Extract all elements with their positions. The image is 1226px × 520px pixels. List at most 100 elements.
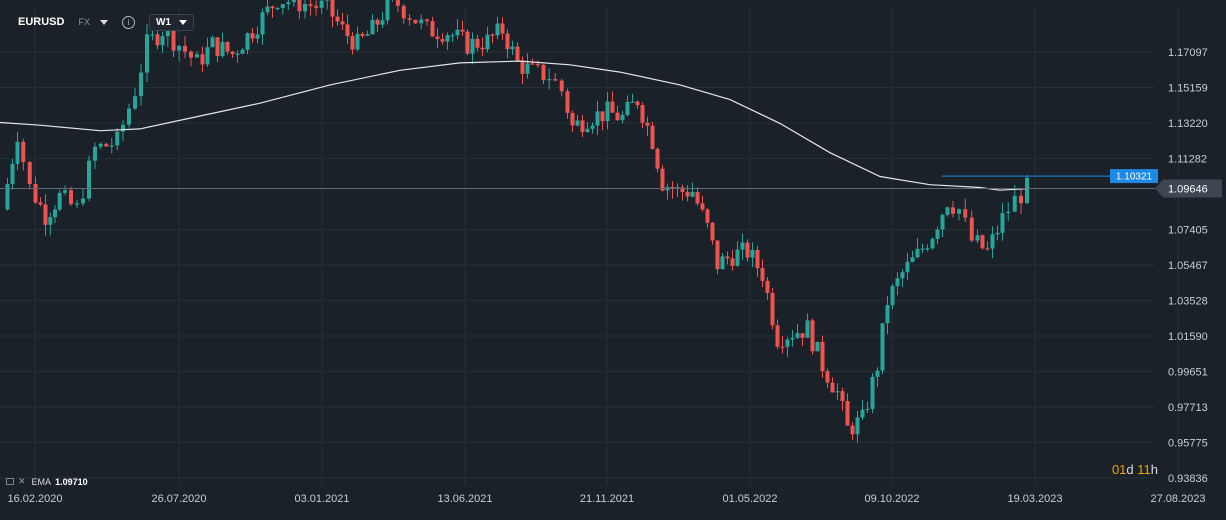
y-tick-label: 1.15159 <box>1168 82 1208 94</box>
candle-body <box>314 5 319 8</box>
candle-body <box>985 248 990 250</box>
candle-body <box>695 191 700 204</box>
candle-body <box>725 256 730 259</box>
candle-body <box>735 249 740 266</box>
candle-body <box>855 417 860 435</box>
candle-body <box>980 235 985 249</box>
candle-body <box>133 96 137 109</box>
candle-body <box>610 101 615 113</box>
candle-body <box>177 45 182 51</box>
candle-body <box>590 125 595 129</box>
candle-body <box>330 0 335 17</box>
candle-body <box>171 29 176 51</box>
x-tick-label: 16.02.2020 <box>7 493 62 505</box>
candle-body <box>210 37 215 48</box>
candle-body <box>575 120 580 126</box>
candle-body <box>38 202 43 205</box>
candle-body <box>875 370 880 377</box>
candle-body <box>635 101 640 106</box>
candle-body <box>401 5 406 19</box>
candle-body <box>530 63 535 65</box>
candle-body <box>795 333 800 338</box>
candle-body <box>520 60 525 74</box>
candle-body <box>225 41 230 52</box>
timeframe-select[interactable]: W1 <box>148 13 194 31</box>
x-tick-label: 27.08.2023 <box>1150 493 1205 505</box>
symbol-label[interactable]: EURUSD <box>18 16 65 28</box>
candle-body <box>21 141 26 162</box>
candle-body <box>870 376 875 409</box>
y-tick-label: 1.05467 <box>1168 260 1208 272</box>
candle-body <box>840 391 845 402</box>
candle-body <box>525 63 530 74</box>
highlight-level-badge[interactable] <box>1110 169 1158 184</box>
candle-body <box>1000 213 1005 233</box>
candle-body <box>325 0 330 1</box>
candle-body <box>53 209 57 218</box>
candle-body <box>360 33 365 36</box>
candle-body <box>455 29 460 36</box>
info-icon[interactable]: i <box>121 15 135 29</box>
candle-body <box>755 249 760 269</box>
candle-body <box>33 184 38 203</box>
candle-body <box>750 249 755 258</box>
countdown-days-unit: d <box>1126 462 1134 477</box>
candle-body <box>340 21 345 25</box>
current-price-label: 1.09646 <box>1168 183 1208 195</box>
candle-body <box>1025 177 1029 204</box>
candle-body <box>370 19 375 35</box>
candle-body <box>48 217 53 225</box>
candle-body <box>245 33 250 50</box>
candle-body <box>845 401 850 426</box>
candle-body <box>480 47 485 50</box>
candle-body <box>547 79 552 81</box>
candle-body <box>835 391 840 393</box>
candle-body <box>910 257 915 262</box>
candle-body <box>810 320 815 352</box>
y-tick-label: 0.93836 <box>1168 473 1208 485</box>
candle-body <box>1019 195 1023 204</box>
candle-body <box>905 261 910 273</box>
candle-body <box>745 242 750 258</box>
candle-body <box>765 280 770 293</box>
candles <box>5 0 1029 443</box>
candle-body <box>680 187 685 192</box>
candle-body <box>145 34 149 73</box>
candle-body <box>785 339 790 347</box>
candle-body <box>260 12 265 35</box>
candle-body <box>935 229 940 239</box>
candle-body <box>900 272 905 279</box>
close-icon[interactable]: ✕ <box>18 476 26 486</box>
countdown-hours-unit: h <box>1150 462 1158 477</box>
candle-body <box>235 53 240 55</box>
candle-body <box>460 29 465 32</box>
candle-body <box>760 268 765 281</box>
candle-body <box>930 238 935 249</box>
candle-body <box>660 168 665 191</box>
y-tick-label: 1.11282 <box>1168 153 1207 165</box>
candle-body <box>195 54 199 58</box>
symbol-dropdown-icon[interactable] <box>99 19 108 25</box>
candle-body <box>995 232 1000 235</box>
candle-body <box>685 191 690 197</box>
candle-body <box>127 108 131 125</box>
candle-body <box>291 0 296 3</box>
chevron-down-icon <box>178 19 187 25</box>
candle-body <box>565 91 570 113</box>
candle-body <box>600 111 605 122</box>
x-tick-label: 13.06.2021 <box>437 493 492 505</box>
ema-line <box>0 60 1031 191</box>
candle-body <box>1006 211 1011 214</box>
countdown-hours: 11 <box>1137 462 1151 477</box>
candle-body <box>435 36 440 40</box>
candle-body <box>720 256 725 270</box>
candle-body <box>975 235 980 241</box>
candle-body <box>775 325 780 347</box>
settings-icon[interactable] <box>6 478 14 485</box>
candle-body <box>715 240 720 270</box>
candle-body <box>860 409 865 418</box>
candle-body <box>385 0 390 21</box>
candle-body <box>895 278 900 287</box>
